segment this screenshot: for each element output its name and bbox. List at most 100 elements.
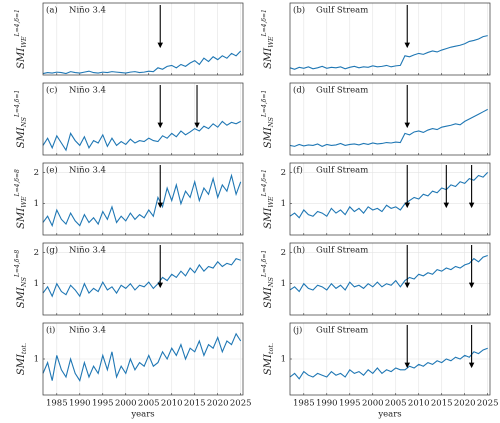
region-label: Gulf Stream — [316, 246, 368, 256]
x-tick-label: 2005 — [138, 399, 160, 409]
y-label-base: SMI — [16, 207, 27, 229]
region-label: Gulf Stream — [316, 86, 368, 96]
plot-frame — [289, 82, 491, 156]
y-label-sup: L=4,δ=1 — [261, 250, 268, 278]
x-tick-label: 2000 — [115, 399, 137, 409]
y-axis-label: SMItot. — [16, 343, 29, 375]
data-line — [42, 50, 242, 75]
y-label-sub: tot. — [20, 343, 28, 354]
y-tick-label: 2 — [34, 168, 39, 178]
y-axis-label: SMINSL=4,δ=1 — [261, 250, 276, 308]
region-label: Niño 3.4 — [69, 86, 106, 96]
y-label-sub: tot. — [267, 343, 275, 354]
y-axis-label: SMINSL=4,δ=1 — [14, 90, 29, 148]
y-tick-label: 2 — [281, 248, 286, 258]
panel-label: (h) — [293, 245, 305, 256]
y-label-sub: NS — [267, 276, 275, 288]
y-label-sub: WE — [267, 196, 275, 208]
x-tick-label: 1985 — [46, 399, 68, 409]
y-axis-label: SMIWEL=4,δ=8 — [14, 169, 29, 229]
region-label: Niño 3.4 — [69, 166, 106, 176]
x-tick-label: 2015 — [431, 399, 453, 409]
plot-frame — [289, 162, 491, 236]
data-line — [42, 120, 241, 152]
data-line — [42, 173, 242, 228]
y-label-base: SMI — [263, 47, 274, 69]
panel-label: (i) — [46, 325, 55, 336]
y-label-sub: NS — [20, 276, 28, 288]
data-line — [289, 254, 488, 293]
panel-label: (b) — [293, 5, 305, 16]
y-tick-label: 2 — [34, 248, 39, 258]
y-axis-label: SMItot. — [263, 343, 276, 375]
y-axis-label: SMIWEL=4,δ=1 — [261, 169, 276, 229]
region-label: Niño 3.4 — [69, 246, 106, 256]
x-tick-label: 1995 — [92, 399, 114, 409]
panel-label: (d) — [293, 85, 305, 96]
y-tick-label: 1 — [34, 199, 39, 209]
x-tick-label: 2020 — [207, 399, 229, 409]
y-tick-label: 2 — [281, 168, 286, 178]
panel-label: (j) — [293, 325, 302, 336]
y-label-sub: WE — [20, 196, 28, 208]
y-label-sup: L=4,δ=1 — [14, 90, 21, 118]
x-tick-label: 1985 — [293, 399, 315, 409]
x-tick-label: 2015 — [184, 399, 206, 409]
y-label-sup: L=4,δ=1 — [261, 90, 268, 118]
plot-area — [43, 3, 243, 75]
panel-label: (f) — [293, 165, 303, 176]
y-label-base: SMI — [263, 126, 274, 148]
y-label-sup: L=4,δ=1 — [261, 169, 268, 197]
plot-frame — [289, 322, 491, 396]
y-tick-label: 1 — [34, 355, 39, 365]
x-tick-label: 2025 — [230, 399, 252, 409]
y-tick-label: 1 — [34, 279, 39, 289]
y-label-sup: L=4,δ=1 — [14, 9, 21, 37]
plot-area — [290, 163, 490, 235]
plot-frame — [42, 2, 244, 76]
y-label-sup: L=4,δ=8 — [14, 250, 21, 278]
y-label-base: SMI — [263, 207, 274, 229]
plot-frame — [289, 242, 491, 316]
plot-frame — [42, 162, 244, 236]
data-line — [289, 108, 488, 147]
panel-label: (e) — [46, 165, 58, 176]
x-axis-label: years — [377, 410, 401, 420]
y-axis-label: SMIWEL=4,δ=1 — [14, 9, 29, 69]
data-line — [289, 35, 488, 70]
plot-area — [43, 163, 243, 235]
y-label-base: SMI — [16, 126, 27, 148]
x-axis-label: years — [130, 410, 154, 420]
y-tick-label: 1 — [281, 355, 286, 365]
data-line — [42, 332, 242, 382]
plot-frame — [42, 242, 244, 316]
x-tick-label: 2020 — [454, 399, 476, 409]
y-label-base: SMI — [16, 47, 27, 69]
plot-frame — [42, 82, 244, 156]
data-line — [42, 257, 241, 298]
y-label-base: SMI — [263, 286, 274, 308]
plot-frame — [289, 2, 491, 76]
x-tick-label: 1990 — [69, 399, 91, 409]
data-line — [289, 347, 488, 380]
x-tick-label: 1995 — [339, 399, 361, 409]
y-label-base: SMI — [16, 286, 27, 308]
x-tick-label: 2010 — [161, 399, 183, 409]
y-tick-label: 1 — [281, 279, 286, 289]
region-label: Gulf Stream — [316, 6, 368, 16]
x-tick-label: 2010 — [408, 399, 430, 409]
panel-label: (c) — [46, 85, 57, 96]
y-label-sub: NS — [20, 116, 28, 128]
plot-area — [43, 243, 243, 315]
y-label-sub: WE — [20, 36, 28, 48]
panel-label: (g) — [46, 245, 58, 256]
y-label-base: SMI — [16, 353, 27, 375]
plot-area — [290, 3, 490, 75]
x-tick-label: 2025 — [477, 399, 499, 409]
y-axis-label: SMINSL=4,δ=8 — [14, 250, 29, 309]
x-tick-label: 2005 — [385, 399, 407, 409]
region-label: Gulf Stream — [316, 166, 368, 176]
y-label-sub: NS — [267, 116, 275, 128]
plot-area — [43, 83, 243, 155]
